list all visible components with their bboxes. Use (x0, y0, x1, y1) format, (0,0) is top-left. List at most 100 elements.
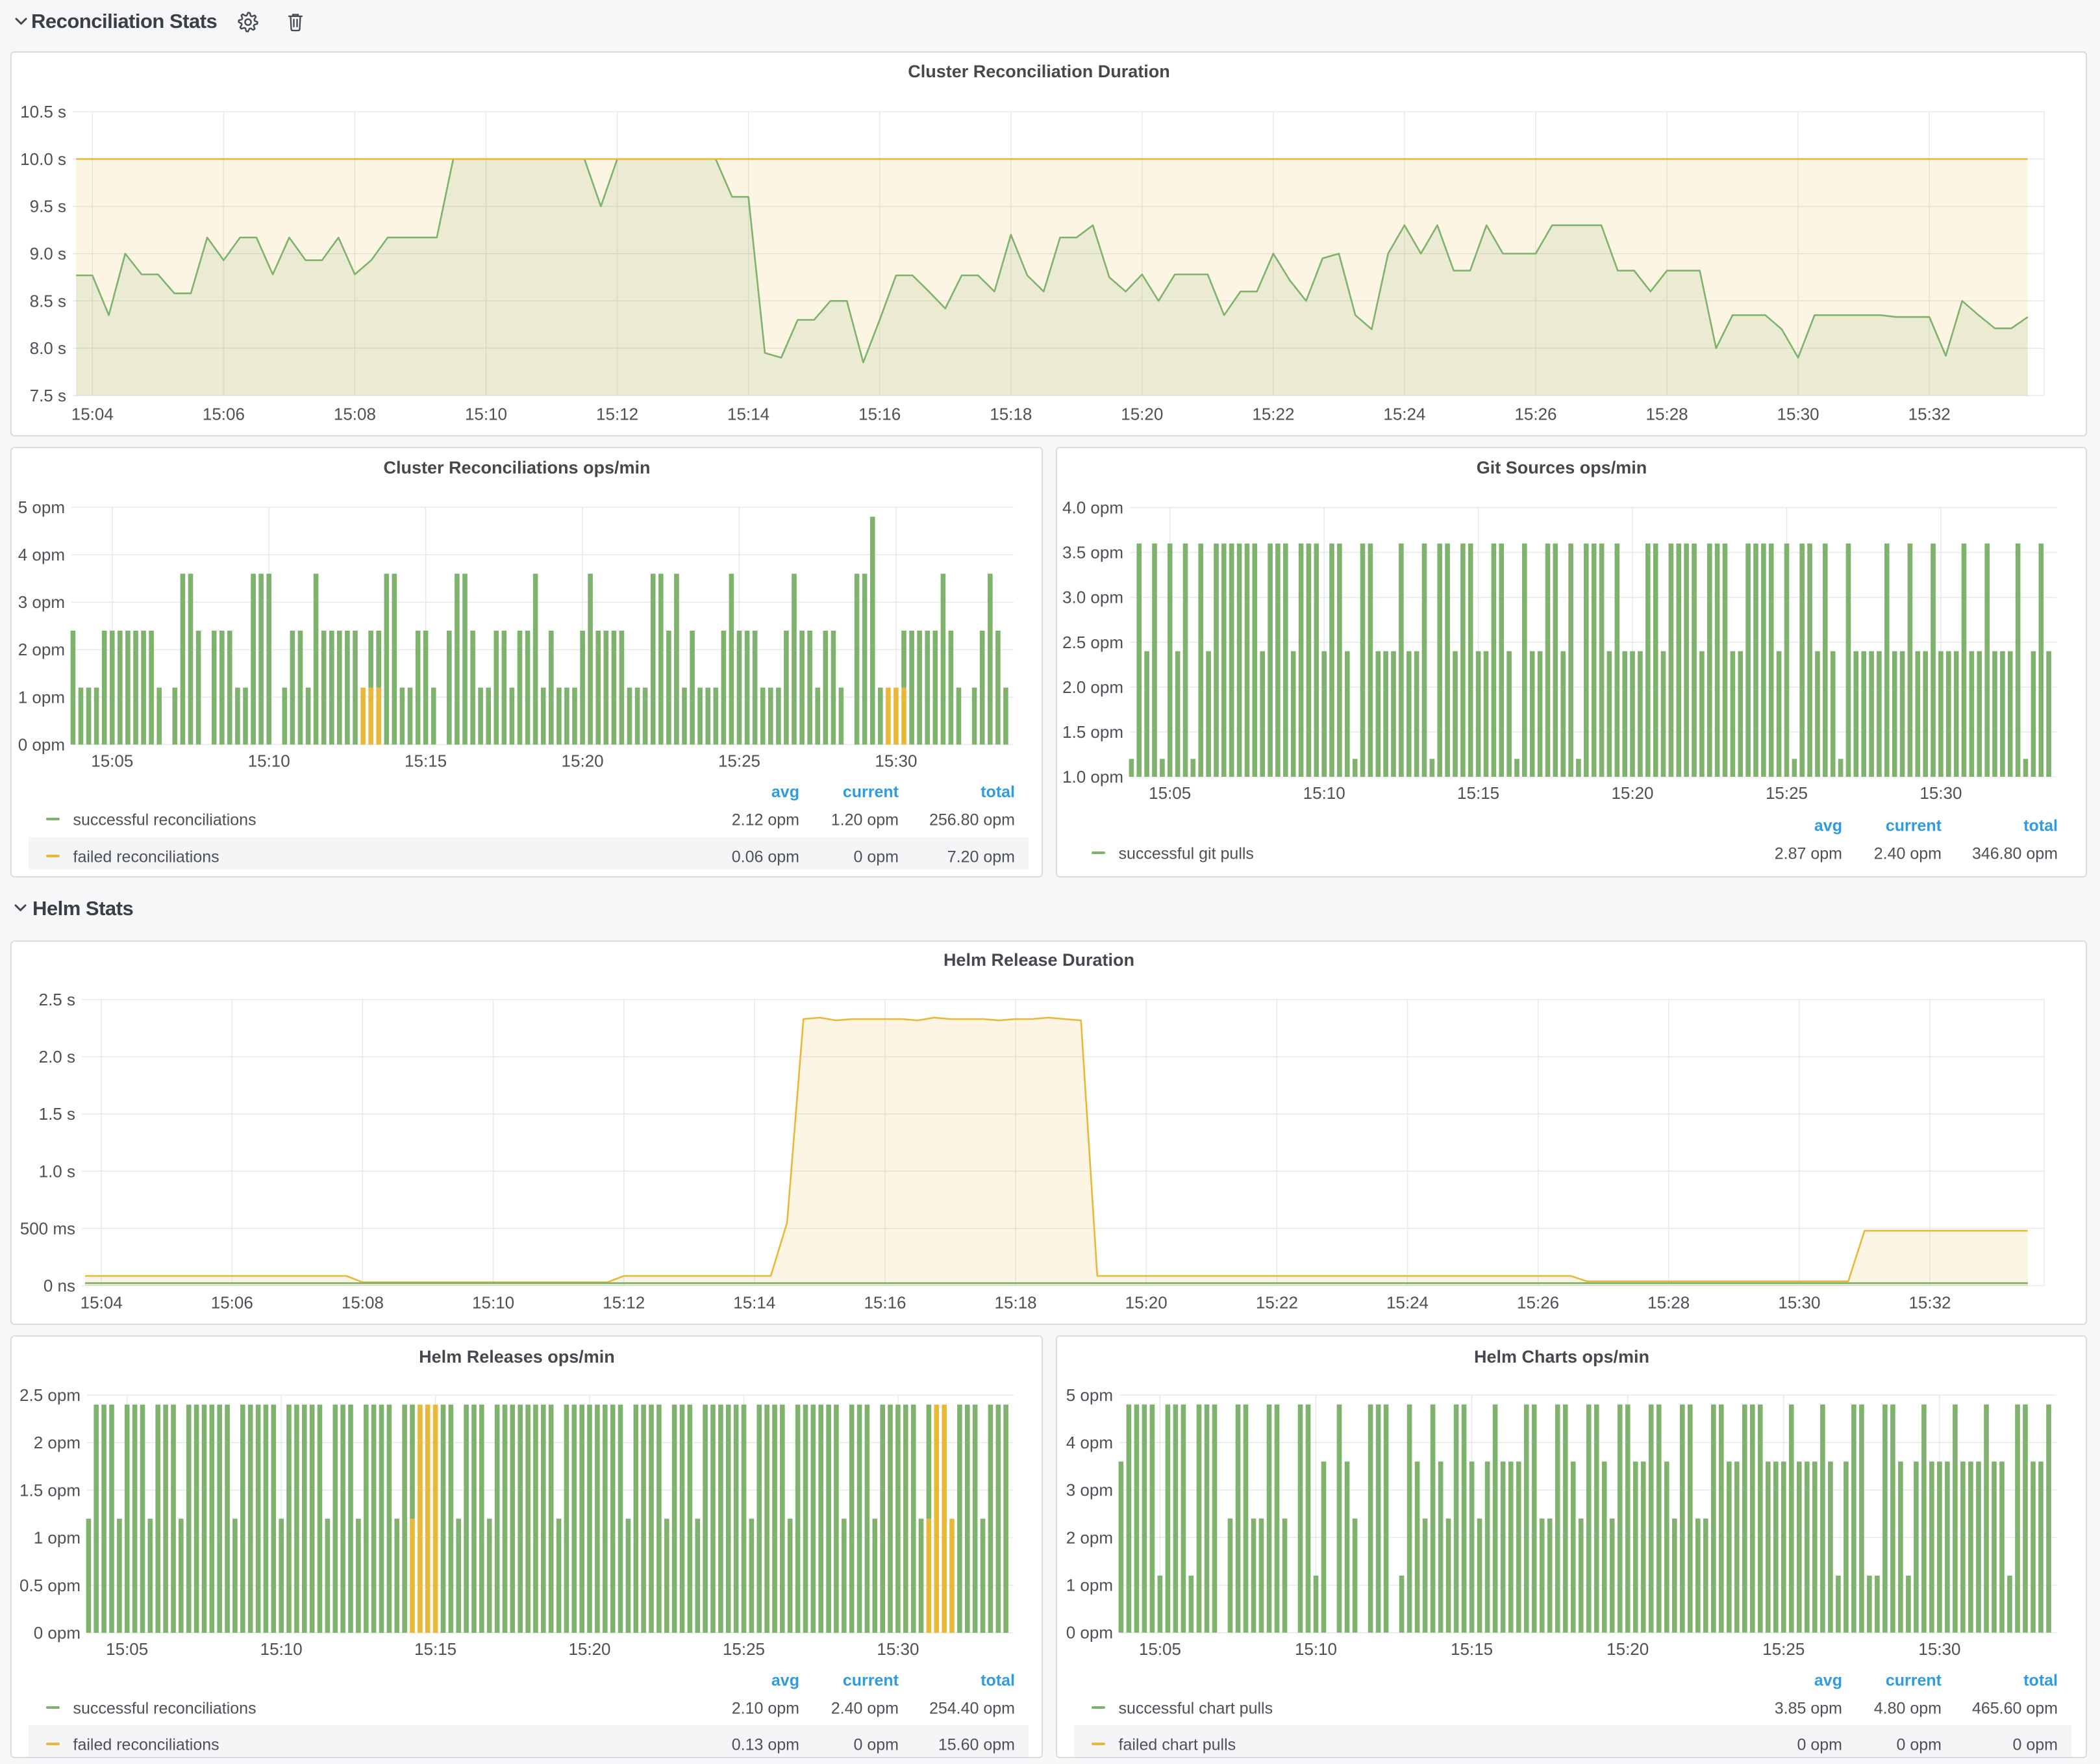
svg-text:1.20 opm: 1.20 opm (831, 811, 899, 829)
svg-text:15:30: 15:30 (875, 751, 917, 770)
svg-text:254.40 opm: 254.40 opm (929, 1700, 1015, 1718)
svg-text:Helm Releases ops/min: Helm Releases ops/min (419, 1347, 615, 1367)
svg-text:Helm Release Duration: Helm Release Duration (944, 950, 1134, 970)
svg-text:Cluster Reconciliation Duratio: Cluster Reconciliation Duration (908, 62, 1170, 81)
svg-text:avg: avg (771, 783, 799, 801)
svg-text:15:05: 15:05 (91, 751, 133, 770)
svg-text:Reconciliation Stats: Reconciliation Stats (31, 10, 217, 32)
svg-text:1.0 s: 1.0 s (39, 1161, 75, 1181)
svg-text:0 opm: 0 opm (1897, 1736, 1942, 1754)
svg-text:0 ns: 0 ns (44, 1276, 75, 1296)
svg-text:15:18: 15:18 (990, 405, 1032, 424)
svg-text:15:15: 15:15 (414, 1639, 456, 1659)
svg-text:10.5 s: 10.5 s (20, 102, 66, 121)
svg-text:2.40 opm: 2.40 opm (831, 1700, 899, 1718)
svg-text:2 opm: 2 opm (1066, 1528, 1113, 1547)
svg-text:Helm Stats: Helm Stats (32, 897, 133, 920)
svg-text:1.0 opm: 1.0 opm (1062, 767, 1123, 787)
svg-text:15:22: 15:22 (1252, 405, 1294, 424)
svg-text:0 opm: 0 opm (1066, 1623, 1113, 1643)
svg-text:15:14: 15:14 (733, 1293, 775, 1313)
svg-text:7.5 s: 7.5 s (30, 386, 66, 405)
svg-text:2.0 s: 2.0 s (39, 1047, 75, 1066)
svg-text:15:05: 15:05 (106, 1639, 148, 1659)
svg-text:15:05: 15:05 (1139, 1639, 1181, 1659)
svg-text:346.80 opm: 346.80 opm (1972, 845, 2058, 863)
svg-text:15:05: 15:05 (1149, 783, 1191, 803)
svg-text:15:25: 15:25 (1762, 1639, 1805, 1659)
svg-text:3 opm: 3 opm (1066, 1480, 1113, 1500)
svg-text:avg: avg (771, 1671, 799, 1689)
svg-text:15:30: 15:30 (1778, 1293, 1820, 1313)
svg-text:15:25: 15:25 (1766, 783, 1808, 803)
svg-text:successful reconciliations: successful reconciliations (73, 811, 256, 829)
svg-text:15:26: 15:26 (1517, 1293, 1559, 1313)
svg-text:15:04: 15:04 (71, 405, 114, 424)
svg-text:8.0 s: 8.0 s (30, 338, 66, 358)
svg-text:15:32: 15:32 (1908, 1293, 1951, 1313)
svg-text:2.0 opm: 2.0 opm (1062, 677, 1123, 697)
svg-text:15:10: 15:10 (248, 751, 290, 770)
svg-text:0 opm: 0 opm (34, 1623, 81, 1643)
svg-text:total: total (2023, 817, 2058, 835)
svg-text:15:15: 15:15 (405, 751, 447, 770)
svg-text:2.87 opm: 2.87 opm (1775, 845, 1842, 863)
svg-text:0.13 opm: 0.13 opm (732, 1736, 799, 1754)
svg-text:15:30: 15:30 (1918, 1639, 1960, 1659)
svg-text:15:20: 15:20 (568, 1639, 610, 1659)
svg-text:2 opm: 2 opm (34, 1433, 81, 1452)
svg-text:15:10: 15:10 (1295, 1639, 1337, 1659)
svg-text:1.5 opm: 1.5 opm (19, 1480, 81, 1500)
svg-text:15:15: 15:15 (1451, 1639, 1493, 1659)
svg-text:15:25: 15:25 (723, 1639, 765, 1659)
svg-text:failed reconciliations: failed reconciliations (73, 848, 219, 866)
svg-text:0.06 opm: 0.06 opm (732, 848, 799, 866)
svg-text:3.5 opm: 3.5 opm (1062, 543, 1123, 562)
svg-text:15:14: 15:14 (727, 405, 769, 424)
svg-text:15:25: 15:25 (718, 751, 760, 770)
svg-text:2.40 opm: 2.40 opm (1874, 845, 1942, 863)
svg-text:9.5 s: 9.5 s (30, 197, 66, 216)
svg-text:successful git pulls: successful git pulls (1119, 845, 1254, 863)
svg-text:15:10: 15:10 (472, 1293, 514, 1313)
svg-text:465.60 opm: 465.60 opm (1972, 1700, 2058, 1718)
svg-text:15:06: 15:06 (203, 405, 245, 424)
svg-text:Cluster Reconciliations ops/mi: Cluster Reconciliations ops/min (383, 458, 650, 477)
svg-text:15:06: 15:06 (211, 1293, 253, 1313)
svg-text:15:18: 15:18 (995, 1293, 1037, 1313)
svg-text:15:22: 15:22 (1256, 1293, 1298, 1313)
svg-text:10.0 s: 10.0 s (20, 149, 66, 169)
svg-text:15:28: 15:28 (1647, 1293, 1690, 1313)
svg-text:15:20: 15:20 (562, 751, 604, 770)
svg-text:15:08: 15:08 (334, 405, 376, 424)
svg-text:15:30: 15:30 (1777, 405, 1819, 424)
svg-text:15:16: 15:16 (858, 405, 901, 424)
svg-text:3.0 opm: 3.0 opm (1062, 588, 1123, 607)
svg-text:15:12: 15:12 (596, 405, 638, 424)
svg-text:avg: avg (1814, 1671, 1842, 1689)
svg-text:4 opm: 4 opm (18, 545, 65, 564)
svg-text:2.5 s: 2.5 s (39, 990, 75, 1009)
svg-text:15:10: 15:10 (465, 405, 507, 424)
svg-text:15:24: 15:24 (1383, 405, 1425, 424)
svg-text:15:28: 15:28 (1646, 405, 1688, 424)
svg-text:8.5 s: 8.5 s (30, 291, 66, 310)
svg-text:15:30: 15:30 (1919, 783, 1962, 803)
svg-text:successful reconciliations: successful reconciliations (73, 1700, 256, 1718)
svg-text:256.80 opm: 256.80 opm (929, 811, 1015, 829)
svg-text:4.0 opm: 4.0 opm (1062, 498, 1123, 518)
svg-text:Helm Charts ops/min: Helm Charts ops/min (1474, 1347, 1649, 1367)
svg-text:15:10: 15:10 (1303, 783, 1345, 803)
svg-text:3.85 opm: 3.85 opm (1775, 1700, 1842, 1718)
svg-text:total: total (981, 783, 1015, 801)
svg-text:2.5 opm: 2.5 opm (19, 1385, 81, 1405)
svg-text:0.5 opm: 0.5 opm (19, 1576, 81, 1595)
svg-text:avg: avg (1814, 817, 1842, 835)
svg-text:15:26: 15:26 (1514, 405, 1556, 424)
svg-text:15:10: 15:10 (260, 1639, 303, 1659)
svg-text:3 opm: 3 opm (18, 592, 65, 612)
svg-text:15:04: 15:04 (81, 1293, 123, 1313)
svg-text:15:20: 15:20 (1121, 405, 1163, 424)
svg-text:7.20 opm: 7.20 opm (947, 848, 1015, 866)
svg-text:2.10 opm: 2.10 opm (732, 1700, 799, 1718)
